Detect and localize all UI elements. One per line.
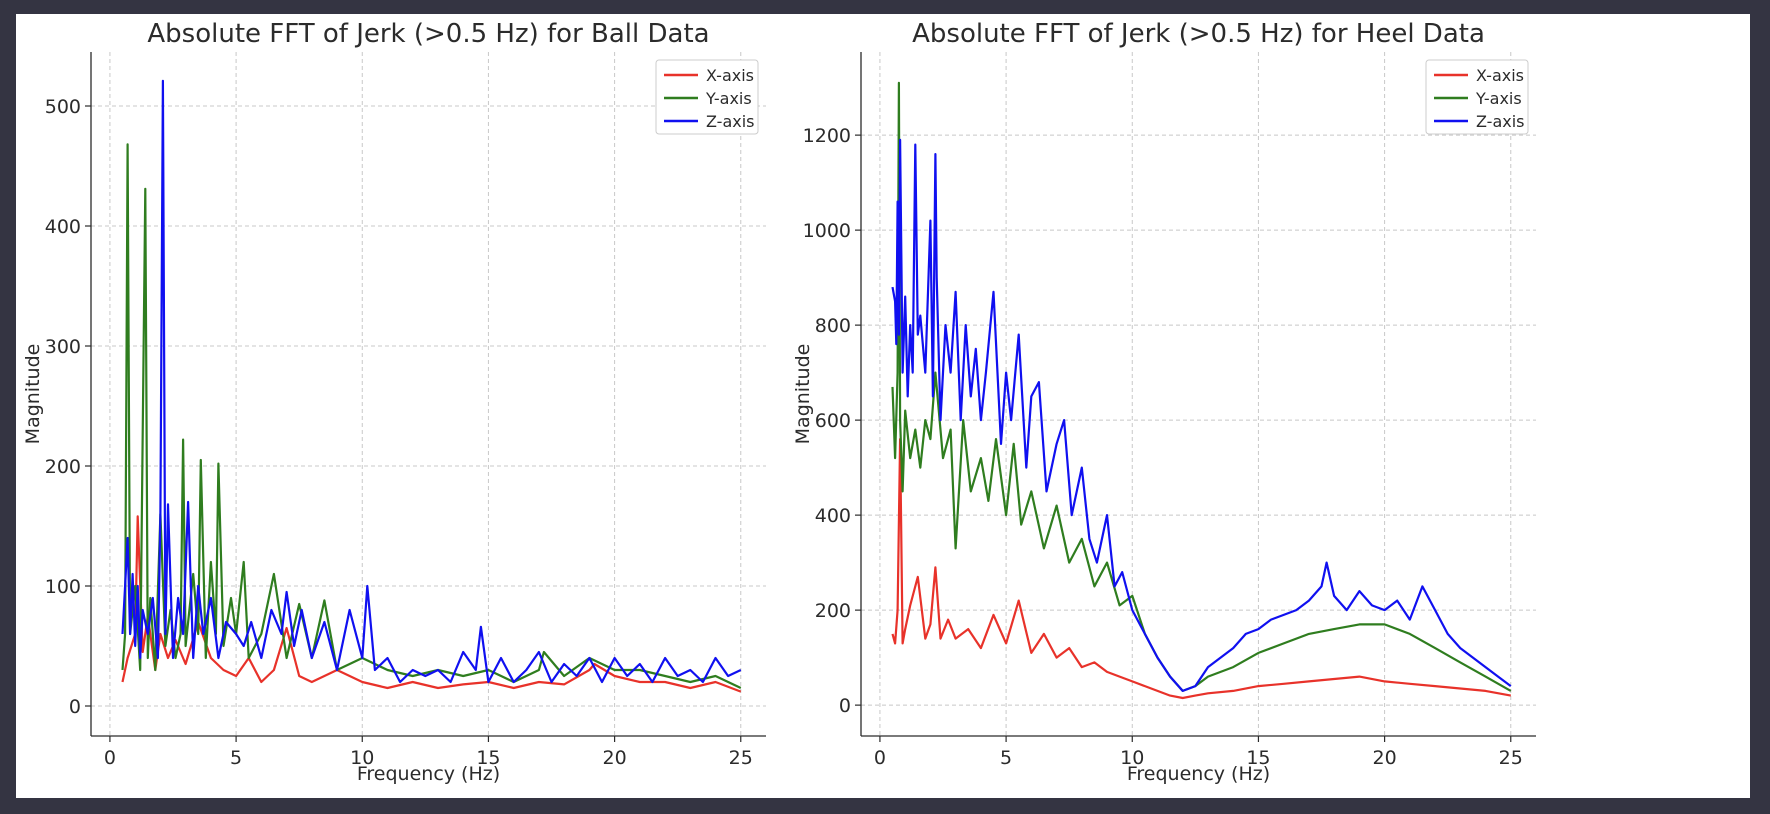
heel-y-tick-label: 400 [815,505,851,527]
ball-y-tick-label: 100 [45,576,81,598]
heel-y-tick-label: 600 [815,410,851,432]
heel-series-x-line [891,438,1512,700]
ball-x-tick-label: 0 [104,747,116,769]
heel-y-tick-label: 1000 [803,220,851,242]
ball-x-tick-label: 10 [350,747,374,769]
heel-x-tick-label: 10 [1120,747,1144,769]
ball-legend-box [655,59,759,135]
ball-series-z-line [121,79,742,684]
heel-x-tick-label: 0 [874,747,886,769]
heel-legend-label-x: X-axis [1476,66,1524,85]
ball-y-tick-label: 500 [45,96,81,118]
ball-chart-title: Absolute FFT of Jerk (>0.5 Hz) for Ball … [147,19,709,49]
ball-y-axis-label: Magnitude [22,344,44,445]
heel-y-tick-label: 800 [815,315,851,337]
ball-ticks: 0 5 10 15 20 25 0 100 200 300 400 500 [45,96,753,769]
heel-x-tick-label: 15 [1246,747,1270,769]
heel-y-axis-label: Magnitude [792,344,814,445]
heel-chart: 0 5 10 15 20 25 0 200 400 600 800 1000 1200 Absolute… [792,19,1536,785]
ball-x-tick-label: 20 [603,747,627,769]
ball-y-tick-label: 400 [45,216,81,238]
heel-x-tick-label: 5 [1000,747,1012,769]
ball-x-axis-label: Frequency (Hz) [357,763,500,785]
heel-grid [861,52,1536,736]
heel-y-tick-label: 0 [839,695,851,717]
ball-series-y-line [121,143,742,689]
ball-y-tick-label: 300 [45,336,81,358]
heel-x-tick-label: 25 [1499,747,1523,769]
heel-legend-label-y: Y-axis [1475,89,1522,108]
ball-legend: X-axis Y-axis Z-axis [655,59,759,135]
heel-legend: X-axis Y-axis Z-axis [1425,59,1529,135]
heel-x-tick-label: 20 [1373,747,1397,769]
heel-ticks: 0 5 10 15 20 25 0 200 400 600 800 1000 1200 [803,125,1523,769]
heel-y-tick-label: 1200 [803,125,851,147]
heel-legend-box [1425,59,1529,135]
heel-series-y-line [891,81,1512,693]
figure: 0 5 10 15 20 25 0 100 200 300 400 500 Absolute FFT … [16,14,1750,798]
ball-y-tick-label: 0 [69,696,81,718]
heel-x-axis-label: Frequency (Hz) [1127,763,1270,785]
heel-y-tick-label: 200 [815,600,851,622]
heel-legend-label-z: Z-axis [1476,112,1525,131]
ball-x-tick-label: 25 [729,747,753,769]
ball-legend-label-z: Z-axis [706,112,755,131]
ball-x-tick-label: 15 [476,747,500,769]
heel-plot-lines [891,81,1512,700]
ball-plot-lines [121,79,742,693]
ball-x-tick-label: 5 [230,747,242,769]
ball-legend-label-y: Y-axis [705,89,752,108]
heel-series-z-line [891,138,1512,693]
ball-legend-label-x: X-axis [706,66,754,85]
ball-chart: 0 5 10 15 20 25 0 100 200 300 400 500 Absolute FFT … [22,19,766,785]
heel-chart-title: Absolute FFT of Jerk (>0.5 Hz) for Heel … [912,19,1485,49]
ball-y-tick-label: 200 [45,456,81,478]
